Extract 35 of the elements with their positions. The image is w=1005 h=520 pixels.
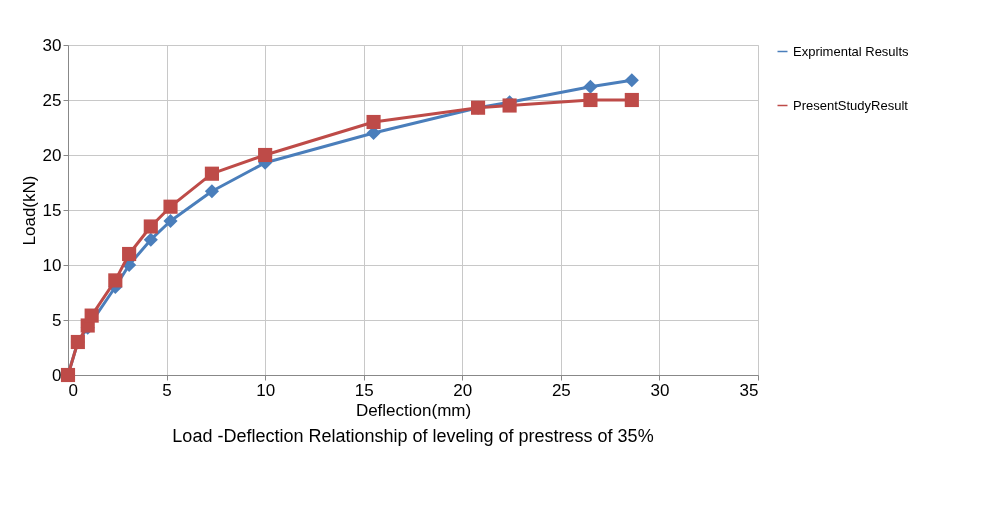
y-tick-label: 5 [52,310,62,330]
y-tick-label: 15 [42,200,62,220]
x-tick-label: 5 [162,380,172,400]
point [163,199,178,214]
x-tick-label: 10 [256,380,276,400]
x-tick-label: 20 [453,380,473,400]
text: Load -Deflection Relationship of leveling of prestress of 35% [172,426,654,446]
x-tick-label: 25 [551,380,571,400]
point [163,213,178,229]
point [366,114,381,130]
x-tick-label: 35 [739,380,759,400]
point [122,246,137,262]
point [84,308,99,323]
point [258,147,273,163]
x-tick-label: 30 [650,380,670,400]
x-axis-title: Deflection(mm) [355,400,472,420]
point [108,273,123,288]
x-tick-label: 15 [354,380,374,400]
legend-label: Exprimental Results [793,43,910,59]
point [583,92,598,108]
point [204,184,219,199]
point [143,232,158,247]
y-tick-label: 10 [42,255,62,275]
point [143,219,158,234]
legend-label: PresentStudyResult [793,97,909,113]
point [583,79,598,94]
point [624,92,639,108]
y-tick-label: 20 [42,145,62,165]
point [624,73,639,88]
x-tick-label: 0 [68,380,78,400]
y-tick-label: 25 [42,90,62,110]
y-tick-label: 30 [42,35,62,55]
point [204,166,219,181]
y-axis-title: Load(kN) [19,175,39,246]
y-tick-label: 0 [52,365,62,385]
